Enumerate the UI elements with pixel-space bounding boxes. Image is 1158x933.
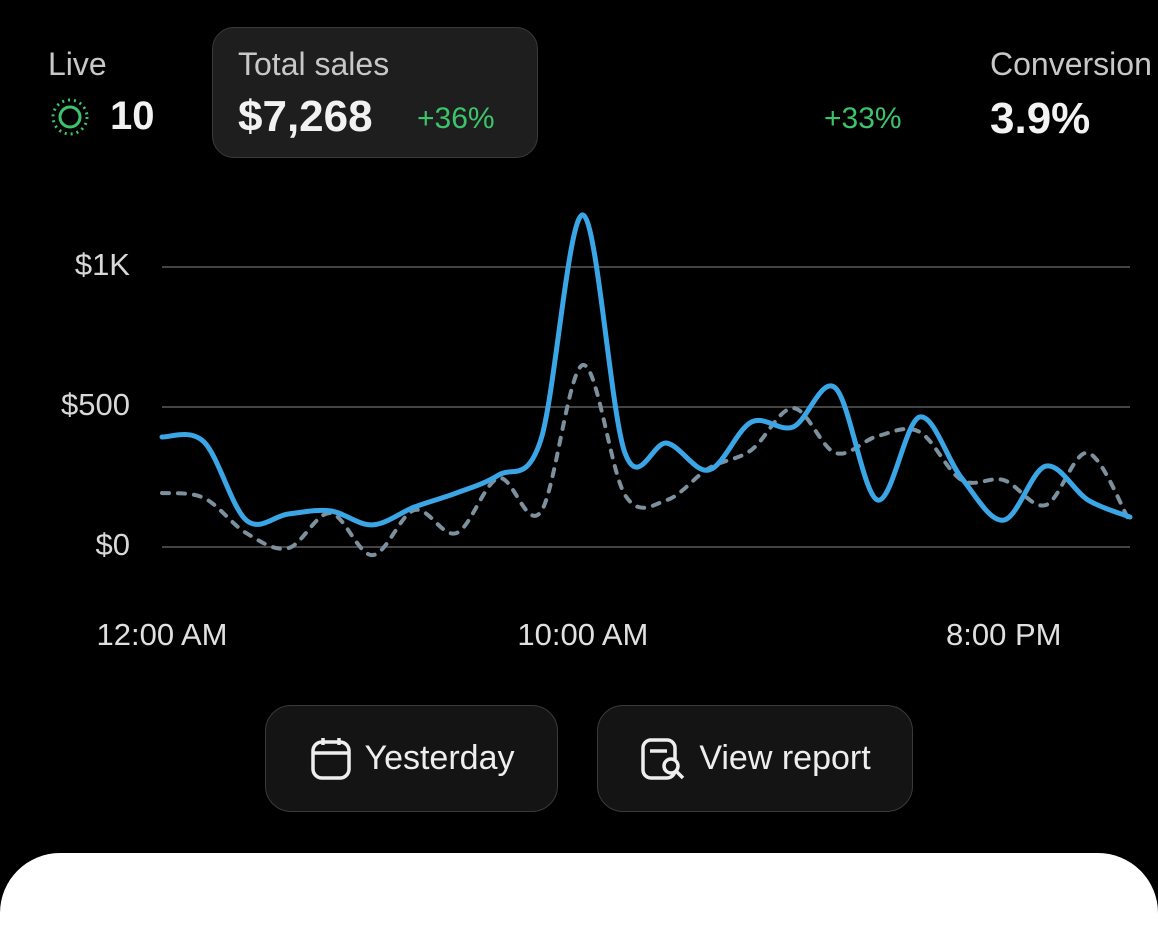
metric-value: 10 bbox=[110, 94, 155, 138]
y-tick-label: $500 bbox=[61, 387, 130, 422]
screen: {"metrics": [ {"label": "Live", "value":… bbox=[0, 27, 1158, 933]
x-tick-label: 10:00 AM bbox=[517, 617, 648, 652]
metric-value: 3.9% bbox=[990, 94, 1091, 143]
metric-label: Conversion bbox=[990, 46, 1152, 82]
metric-card[interactable] bbox=[212, 27, 538, 158]
line-series bbox=[159, 212, 1133, 528]
metric-change: +36% bbox=[417, 102, 495, 135]
yesterday-button[interactable]: Yesterday bbox=[265, 705, 558, 812]
view-report-button[interactable]: View report bbox=[597, 705, 913, 812]
x-tick-label: 8:00 PM bbox=[946, 617, 1061, 652]
x-tick-label: 12:00 AM bbox=[97, 617, 228, 652]
live-icon bbox=[51, 98, 89, 136]
metric-label: Total sales bbox=[238, 46, 390, 82]
calendar-icon bbox=[310, 737, 351, 780]
y-tick-label: $1K bbox=[75, 247, 130, 282]
metric-value: $7,268 bbox=[238, 92, 373, 141]
button-label: View report bbox=[699, 739, 871, 777]
metric-label: Live bbox=[48, 46, 107, 82]
line-series bbox=[160, 363, 1132, 558]
metric-change: +33% bbox=[824, 102, 902, 135]
report-icon bbox=[641, 737, 685, 780]
button-label: Yesterday bbox=[364, 739, 515, 777]
chart: $0 $500 $1K 12:00 AM 10:00 AM 8:00 PM bbox=[61, 212, 1133, 652]
y-tick-label: $0 bbox=[96, 527, 130, 562]
bottom-sheet bbox=[0, 853, 1158, 933]
